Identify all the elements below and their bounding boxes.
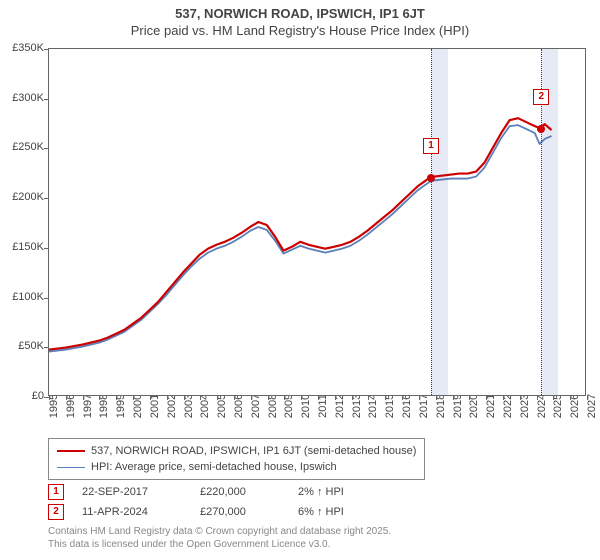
legend-label: 537, NORWICH ROAD, IPSWICH, IP1 6JT (sem… (91, 445, 416, 457)
y-tick-label: £250K (0, 141, 44, 153)
datapoints-table: 1 22-SEP-2017 £220,000 2% ↑ HPI 2 11-APR… (48, 482, 388, 522)
datapoint-price: £220,000 (200, 486, 280, 498)
legend-label: HPI: Average price, semi-detached house,… (91, 461, 337, 473)
marker-box: 1 (423, 138, 439, 154)
series-price_paid (49, 118, 552, 349)
footnote-line2: This data is licensed under the Open Gov… (48, 539, 391, 552)
title-block: 537, NORWICH ROAD, IPSWICH, IP1 6JT Pric… (0, 0, 600, 40)
marker-dot (537, 125, 545, 133)
datapoint-price: £270,000 (200, 506, 280, 518)
datapoint-marker: 1 (48, 484, 64, 500)
footnote: Contains HM Land Registry data © Crown c… (48, 526, 391, 551)
legend-item: 537, NORWICH ROAD, IPSWICH, IP1 6JT (sem… (57, 443, 416, 459)
marker-box: 2 (533, 89, 549, 105)
footnote-line1: Contains HM Land Registry data © Crown c… (48, 526, 391, 539)
datapoint-row: 1 22-SEP-2017 £220,000 2% ↑ HPI (48, 482, 388, 502)
title-line2: Price paid vs. HM Land Registry's House … (0, 23, 600, 40)
y-tick-label: £200K (0, 191, 44, 203)
legend-swatch (57, 450, 85, 452)
datapoint-marker: 2 (48, 504, 64, 520)
y-tick-label: £100K (0, 291, 44, 303)
y-tick-label: £150K (0, 241, 44, 253)
y-tick-label: £50K (0, 340, 44, 352)
y-tick-label: £350K (0, 42, 44, 54)
legend-item: HPI: Average price, semi-detached house,… (57, 459, 416, 475)
datapoint-delta: 2% ↑ HPI (298, 486, 388, 498)
datapoint-row: 2 11-APR-2024 £270,000 6% ↑ HPI (48, 502, 388, 522)
y-tick-label: £0 (0, 390, 44, 402)
marker-line (431, 49, 432, 395)
chart-container: 537, NORWICH ROAD, IPSWICH, IP1 6JT Pric… (0, 0, 600, 560)
title-line1: 537, NORWICH ROAD, IPSWICH, IP1 6JT (0, 6, 600, 23)
legend-swatch (57, 467, 85, 468)
datapoint-delta: 6% ↑ HPI (298, 506, 388, 518)
datapoint-date: 11-APR-2024 (82, 506, 182, 518)
legend-box: 537, NORWICH ROAD, IPSWICH, IP1 6JT (sem… (48, 438, 425, 480)
plot-area: 12 (48, 48, 586, 396)
y-tick-label: £300K (0, 92, 44, 104)
plot-svg (49, 49, 585, 395)
datapoint-date: 22-SEP-2017 (82, 486, 182, 498)
series-hpi (49, 125, 552, 351)
